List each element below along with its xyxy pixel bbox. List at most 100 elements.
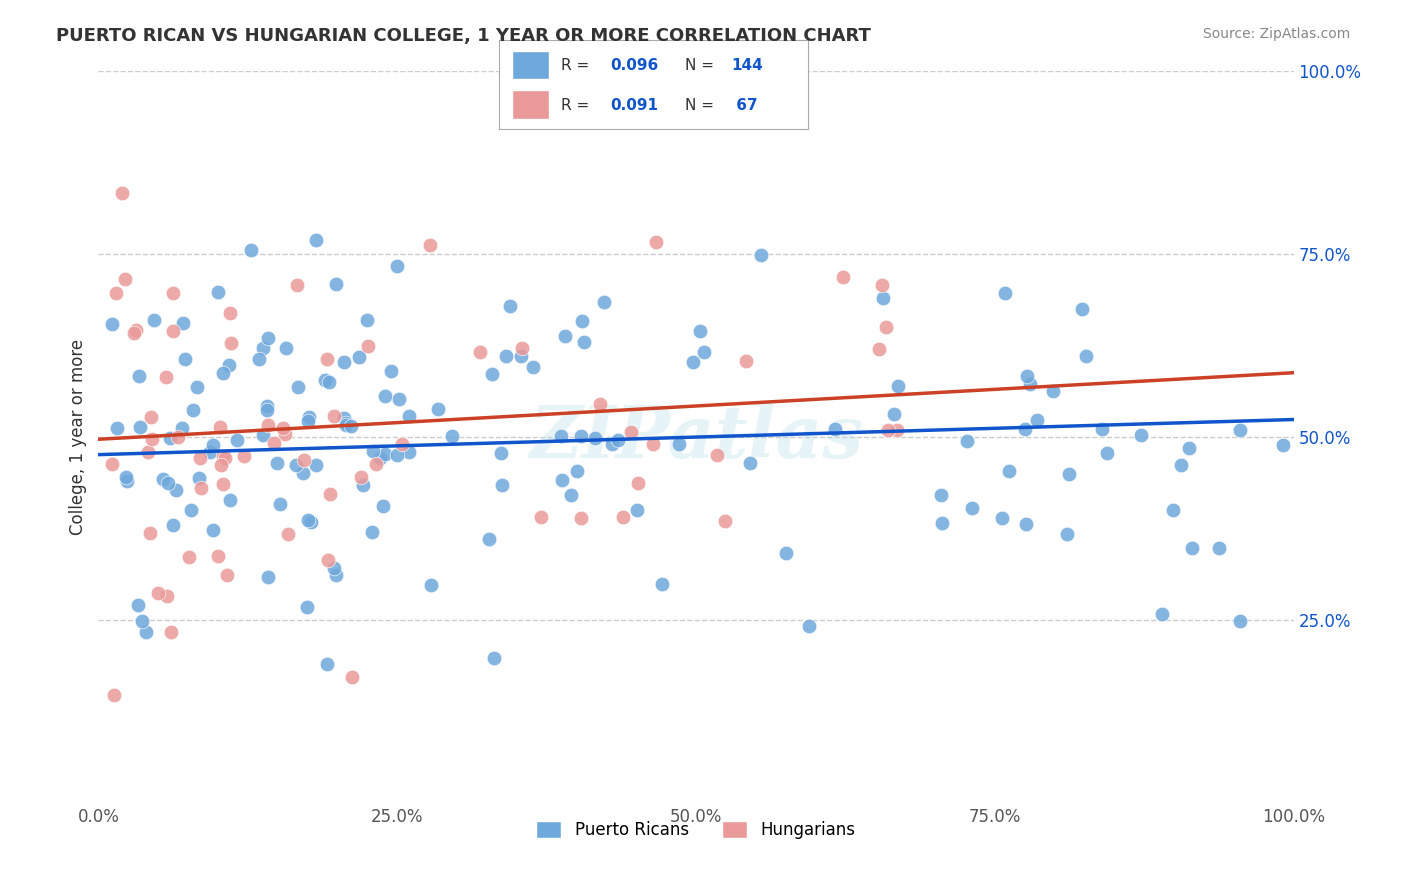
Point [824,422,846,436]
Point [128,420,150,434]
Point [188,450,211,465]
Point [333,355,356,369]
Point [135,625,157,640]
Point [297,513,319,527]
Y-axis label: College, 1 year or more: College, 1 year or more [69,339,87,535]
Point [1208,541,1230,556]
Text: R =: R = [561,58,595,72]
Point [252,428,274,442]
Point [233,449,256,463]
Text: Source: ZipAtlas.com: Source: ZipAtlas.com [1202,27,1350,41]
Point [886,379,908,393]
Point [263,436,285,450]
Point [335,416,357,430]
Point [482,651,505,665]
Point [751,248,773,262]
Point [277,527,299,541]
Text: 144: 144 [731,58,763,72]
Point [305,233,328,247]
Point [162,518,184,533]
Point [319,487,342,501]
Point [217,568,239,582]
Point [385,449,408,463]
Point [1272,437,1295,451]
Point [991,510,1014,524]
Point [530,510,553,524]
Point [1091,422,1114,436]
Point [398,409,420,424]
Point [177,549,200,564]
Point [122,326,145,341]
Point [209,458,232,472]
Point [128,369,150,384]
Point [886,423,908,437]
FancyBboxPatch shape [512,90,548,119]
Point [101,317,124,331]
Point [107,420,129,434]
Point [960,501,983,516]
Point [172,316,194,330]
Point [551,473,574,487]
Point [285,458,308,473]
Point [522,360,544,375]
Point [387,259,409,273]
Point [775,546,797,560]
Point [214,450,236,465]
Point [374,389,396,403]
Point [323,409,346,423]
Point [477,533,499,547]
Point [170,421,193,435]
Point [668,437,690,451]
Legend: Puerto Ricans, Hungarians: Puerto Ricans, Hungarians [530,814,862,846]
Point [274,341,297,355]
Point [1130,427,1153,442]
Point [1170,458,1192,472]
Point [111,186,134,201]
Point [201,438,224,452]
Text: 0.091: 0.091 [610,98,658,112]
Point [872,291,894,305]
Point [592,295,614,310]
Point [131,614,153,628]
Point [626,503,648,517]
Point [468,344,491,359]
Point [335,417,357,432]
Point [491,445,513,459]
Point [589,397,612,411]
Point [495,349,517,363]
Point [316,553,339,567]
Point [127,599,149,613]
Point [1059,467,1081,482]
Point [364,458,387,472]
Point [103,688,125,702]
Point [627,476,650,491]
Point [1071,301,1094,316]
Point [115,475,138,489]
Point [198,444,221,458]
Point [645,235,668,249]
Point [274,427,297,442]
Point [1095,446,1118,460]
Point [481,368,503,382]
Point [104,285,127,300]
Point [186,379,208,393]
Point [225,434,247,448]
Point [152,472,174,486]
Point [870,278,893,293]
Point [349,469,371,483]
Point [1042,384,1064,399]
Point [256,331,278,345]
Point [211,477,233,491]
Point [929,487,952,501]
Point [735,354,758,368]
Point [569,511,592,525]
Point [202,524,225,538]
Point [1181,541,1204,556]
Point [287,380,309,394]
Point [181,403,204,417]
Point [219,335,242,350]
Point [956,434,979,449]
Point [883,407,905,421]
Point [156,475,179,490]
Point [160,625,183,640]
